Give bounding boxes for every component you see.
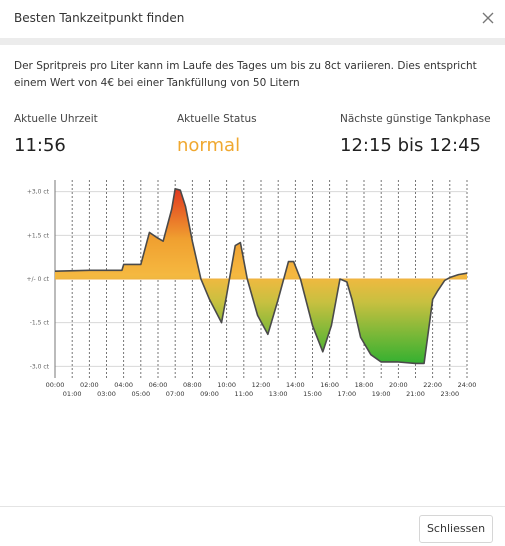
x-tick-label: 14:00 [286,381,305,389]
y-tick-label: -1,5 ct [30,320,50,327]
y-tick-label: +3,0 ct [27,189,50,196]
x-tick-label: 00:00 [46,381,65,389]
stat-value: normal [177,135,241,156]
x-tick-label: 08:00 [183,381,202,389]
x-tick-label: 04:00 [114,381,133,389]
x-tick-label: 24:00 [458,381,477,389]
x-tick-label: 05:00 [131,390,150,398]
stat: Aktuelle Status normal [177,113,257,156]
x-tick-label: 10:00 [217,381,236,389]
stat-value: 12:15 bis 12:45 [340,135,481,156]
stat-label: Nächste günstige Tankphase [340,113,491,125]
close-button[interactable]: Schliessen [419,515,493,543]
dialog-header: Besten Tankzeitpunkt finden [0,0,505,45]
y-tick-label: -3,0 ct [30,363,50,370]
x-tick-label: 01:00 [63,390,82,398]
stat: Nächste günstige Tankphase 12:15 bis 12:… [340,113,491,156]
stat-value: 11:56 [14,135,66,156]
x-tick-label: 18:00 [355,381,374,389]
x-tick-label: 03:00 [97,390,116,398]
chart: +3,0 ct +1,5 ct +/- 0 ct -1,5 ct -3,0 ct 00:0… [27,180,477,398]
x-tick-label: 20:00 [389,381,408,389]
stat-label: Aktuelle Status [177,113,257,125]
x-tick-label: 15:00 [303,390,322,398]
description: Der Spritpreis pro Liter kann im Laufe d… [14,60,477,89]
x-tick-label: 16:00 [320,381,339,389]
x-tick-label: 02:00 [80,381,99,389]
x-tick-label: 09:00 [200,390,219,398]
x-tick-label: 13:00 [269,390,288,398]
x-tick-label: 21:00 [406,390,425,398]
stat-label: Aktuelle Uhrzeit [14,113,98,125]
dialog-title: Besten Tankzeitpunkt finden [14,11,185,25]
stat: Aktuelle Uhrzeit 11:56 [14,113,98,156]
x-tick-label: 11:00 [234,390,253,398]
y-tick-label: +/- 0 ct [27,276,50,283]
x-tick-label: 22:00 [423,381,442,389]
area-fill [55,188,467,364]
x-tick-label: 06:00 [149,381,168,389]
x-tick-label: 23:00 [440,390,459,398]
x-tick-label: 17:00 [337,390,356,398]
x-tick-label: 19:00 [372,390,391,398]
x-tick-label: 07:00 [166,390,185,398]
x-tick-label: 12:00 [252,381,271,389]
dialog-footer: Schliessen [0,506,505,546]
close-button[interactable] [482,12,494,24]
price-line [54,187,468,365]
y-tick-label: +1,5 ct [27,232,50,239]
